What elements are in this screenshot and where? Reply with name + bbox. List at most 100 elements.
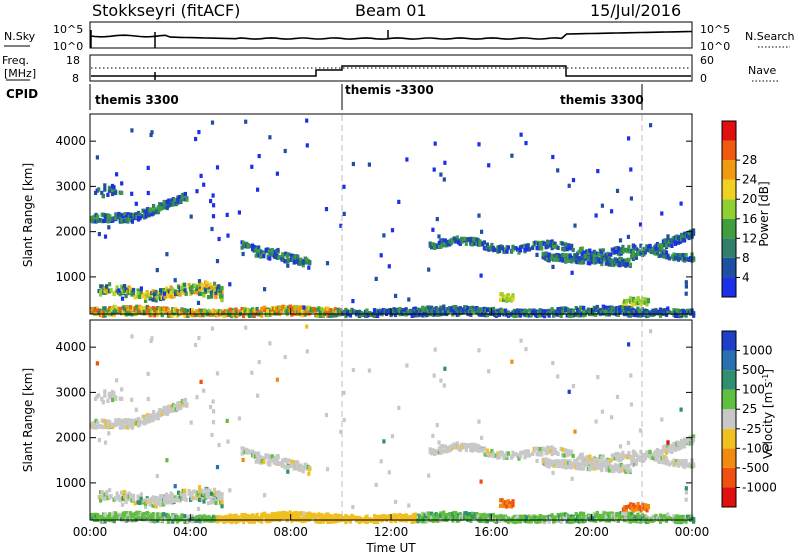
velocity-cell	[477, 419, 481, 424]
power-cell	[286, 259, 290, 264]
power-cell	[268, 135, 272, 140]
velocity-cell	[681, 458, 685, 464]
power-cell	[215, 259, 220, 264]
power-cell	[616, 312, 620, 317]
velocity-cell	[263, 511, 267, 516]
power-cell	[376, 313, 380, 318]
y-tick-label: 2000	[55, 431, 86, 445]
power-cell	[220, 298, 224, 303]
velocity-cell	[586, 461, 590, 466]
power-cell	[173, 278, 177, 283]
power-cell	[299, 257, 303, 262]
power-cell	[435, 217, 439, 222]
power-cell	[242, 240, 246, 245]
velocity-cell	[152, 410, 156, 415]
power-cell	[135, 311, 139, 316]
power-cell	[594, 213, 598, 218]
power-cell	[220, 294, 224, 299]
y-tick-label: 3000	[55, 385, 86, 399]
velocity-cell	[103, 440, 108, 445]
velocity-cell	[510, 359, 514, 364]
velocity-cell	[103, 393, 107, 398]
power-cell	[288, 257, 292, 262]
power-cell	[181, 290, 185, 295]
velocity-cell	[256, 393, 260, 398]
power-cell	[684, 280, 688, 285]
velocity-cell	[162, 497, 166, 502]
power-cell	[329, 308, 333, 313]
power-cell	[132, 287, 136, 293]
power-cell	[570, 243, 574, 248]
power-cell	[167, 203, 171, 208]
power-cell	[171, 287, 175, 292]
power-cell	[621, 307, 625, 312]
power-cell	[206, 295, 211, 300]
power-cell	[660, 308, 664, 313]
power-cell	[256, 251, 260, 256]
power-cell	[208, 282, 212, 287]
power-cell	[171, 313, 175, 318]
power-cell	[130, 191, 134, 196]
velocity-cell	[276, 453, 280, 459]
power-cell	[135, 304, 139, 309]
power-cell	[511, 247, 515, 252]
velocity-cell	[645, 508, 649, 513]
power-cell	[600, 203, 604, 208]
velocity-cell	[112, 391, 116, 396]
velocity-cell	[442, 383, 446, 388]
power-cell	[585, 249, 589, 254]
power-cell	[214, 291, 218, 296]
power-cell	[252, 244, 256, 250]
power-cell	[610, 209, 614, 214]
power-cell	[485, 308, 489, 313]
velocity-cell	[553, 447, 557, 452]
x-tick-label: 00:00	[73, 525, 108, 539]
power-cell	[651, 249, 655, 254]
power-cell	[556, 168, 560, 173]
velocity-cell	[505, 503, 509, 508]
power-cell	[91, 219, 95, 224]
velocity-cell	[202, 388, 206, 393]
velocity-cell	[485, 519, 489, 524]
velocity-cell	[596, 375, 600, 380]
velocity-cell	[538, 446, 542, 452]
power-cell	[112, 185, 116, 190]
velocity-cell	[195, 395, 199, 400]
power-cell	[531, 245, 535, 250]
power-cell	[549, 310, 553, 315]
velocity-cell	[120, 502, 125, 507]
velocity-cell	[215, 465, 220, 470]
velocity-cell	[478, 445, 482, 450]
power-cell	[240, 245, 244, 250]
velocity-cell	[275, 377, 279, 382]
power-cell	[155, 268, 159, 273]
power-cell	[485, 313, 489, 318]
power-cell	[601, 307, 605, 312]
velocity-cell	[437, 440, 441, 445]
velocity-cell	[511, 453, 515, 458]
power-cell	[609, 252, 613, 257]
power-cell	[595, 254, 599, 259]
power-cell	[427, 267, 431, 272]
velocity-cell	[165, 492, 169, 497]
velocity-cell	[324, 413, 329, 418]
velocity-cell	[577, 466, 581, 471]
power-cell	[305, 118, 309, 123]
velocity-cell	[156, 416, 160, 421]
velocity-cell	[123, 418, 127, 423]
power-cell	[544, 309, 548, 314]
velocity-cell	[435, 423, 439, 428]
power-cell	[540, 246, 544, 251]
colorbar-tick-label: 20	[742, 192, 757, 206]
velocity-cell	[300, 511, 304, 516]
power-cell	[301, 260, 305, 265]
power-cell	[645, 302, 649, 307]
velocity-cell	[564, 449, 568, 454]
power-cell	[103, 234, 108, 239]
power-cell	[627, 258, 631, 263]
power-cell	[511, 244, 515, 249]
freq-tick-bottom: 8	[72, 72, 79, 85]
power-cell	[202, 293, 206, 298]
velocity-cell	[150, 414, 154, 419]
